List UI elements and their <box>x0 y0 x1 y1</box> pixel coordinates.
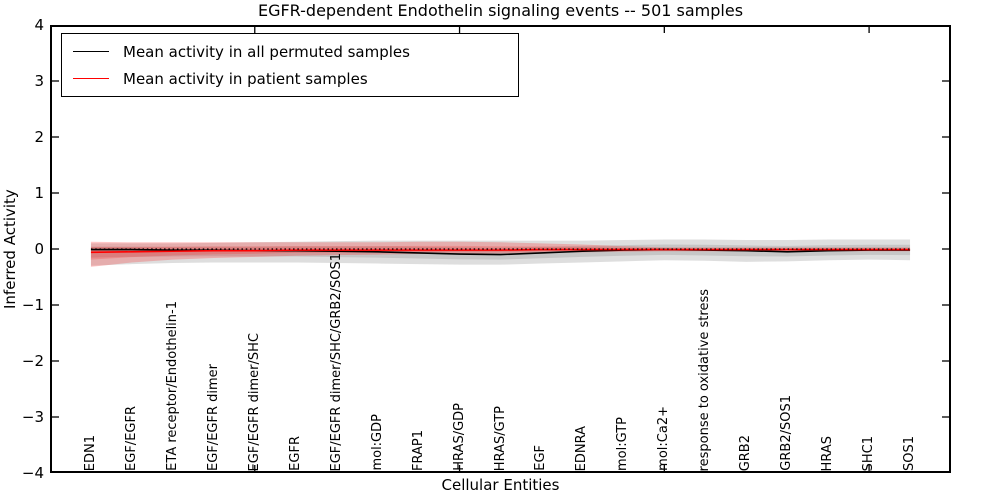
x-tick-label: ETA receptor/Endothelin-1 <box>164 301 180 471</box>
legend-item-patient: Mean activity in patient samples <box>73 70 518 88</box>
chart-title: EGFR-dependent Endothelin signaling even… <box>257 1 744 20</box>
y-tick-label: −2 <box>21 352 44 370</box>
y-tick-label: −3 <box>21 408 44 426</box>
x-tick-label: SHC1 <box>861 435 877 471</box>
x-tick-label: EGF <box>533 445 549 471</box>
y-tick-label: 3 <box>34 72 44 90</box>
x-tick-label: response to oxidative stress <box>697 288 713 471</box>
legend-line-sample-black <box>73 51 109 52</box>
x-tick-label: GRB2 <box>738 434 754 471</box>
y-tick-label: −1 <box>21 296 44 314</box>
legend-label: Mean activity in patient samples <box>123 69 368 88</box>
x-tick-label: EDN1 <box>82 434 98 471</box>
x-tick-label: FRAP1 <box>410 430 426 471</box>
y-tick-label: 4 <box>34 16 44 34</box>
x-tick-label: GRB2/SOS1 <box>779 395 795 471</box>
legend-item-permuted: Mean activity in all permuted samples <box>73 43 518 61</box>
chart-canvas <box>50 24 951 474</box>
y-tick-label: 0 <box>34 240 44 258</box>
x-tick-label: HRAS <box>820 435 836 471</box>
x-tick-label: EGF/EGFR dimer <box>205 364 221 471</box>
x-tick-label: EGF/EGFR <box>123 406 139 471</box>
x-tick-label: EGF/EGFR dimer/SHC <box>246 332 262 471</box>
x-tick-label: EGF/EGFR dimer/SHC/GRB2/SOS1 <box>328 252 344 472</box>
x-tick-label: HRAS/GDP <box>451 403 467 471</box>
legend: Mean activity in all permuted samples Me… <box>61 33 519 97</box>
x-tick-label: mol:GDP <box>369 414 385 471</box>
y-tick-label: 1 <box>34 184 44 202</box>
x-tick-label: mol:Ca2+ <box>656 406 672 471</box>
x-tick-label: SOS1 <box>902 435 918 471</box>
x-tick-label: HRAS/GTP <box>492 405 508 471</box>
legend-line-sample-red <box>73 78 109 79</box>
legend-label: Mean activity in all permuted samples <box>123 42 410 61</box>
y-tick-label: 2 <box>34 128 44 146</box>
x-axis-title: Cellular Entities <box>441 476 560 494</box>
x-tick-label: mol:GTP <box>615 417 631 471</box>
x-tick-label: EDNRA <box>574 425 590 471</box>
x-tick-label: EGFR <box>287 436 303 471</box>
y-tick-label: −4 <box>21 464 44 482</box>
